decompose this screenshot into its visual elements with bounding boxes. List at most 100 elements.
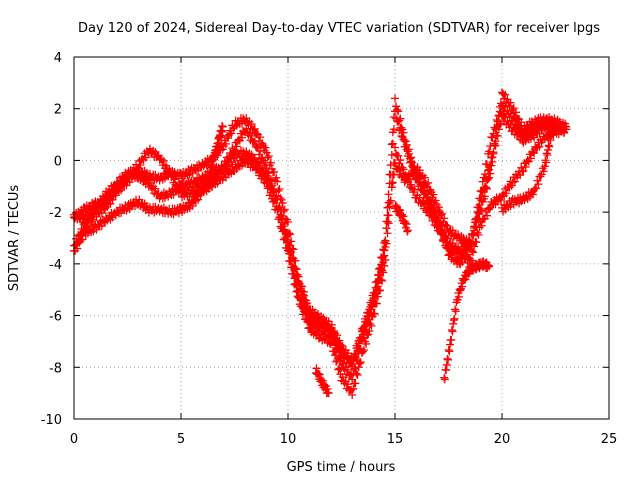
data-point-segment-b: [218, 122, 227, 131]
data-point-day-3: [535, 142, 544, 151]
data-point-day-3: [356, 358, 365, 367]
data-point-day-2: [232, 142, 241, 151]
data-point-day-3: [366, 320, 375, 329]
data-point-day-3: [334, 365, 343, 374]
data-point-day-4: [367, 305, 376, 314]
data-point-day-2: [242, 124, 251, 133]
data-point-day-3: [472, 238, 481, 247]
data-point-day-4: [424, 189, 433, 198]
data-point-day-3: [355, 359, 364, 368]
data-point-day-4: [415, 174, 424, 183]
data-point-day-4: [290, 264, 299, 273]
data-point-day-3: [332, 357, 341, 366]
data-point-day-2: [250, 137, 259, 146]
data-point-day-4: [384, 190, 393, 199]
data-point-day-2: [159, 156, 168, 165]
data-point-segment-b: [206, 169, 215, 178]
data-point-day-3: [468, 247, 477, 256]
data-point-day-3: [303, 317, 312, 326]
data-point-day-3: [353, 370, 362, 379]
data-point-segment-c: [451, 307, 460, 316]
data-point-day-4: [97, 199, 106, 208]
data-point-day-4: [370, 294, 379, 303]
data-point-day-4: [494, 125, 503, 134]
data-point-day-3: [372, 299, 381, 308]
data-point-day-3: [188, 201, 197, 210]
data-point-day-3: [398, 163, 407, 172]
data-point-day-4: [376, 270, 385, 279]
y-tick-label: -2: [49, 206, 62, 221]
data-point-day-4: [275, 202, 284, 211]
data-point-day-4: [287, 247, 296, 256]
data-point-day-4: [431, 206, 440, 215]
y-tick-label: 2: [54, 103, 62, 118]
data-point-segment-c: [454, 292, 463, 301]
data-point-day-4: [359, 325, 368, 334]
data-point-day-4: [400, 136, 409, 145]
data-point-day-4: [284, 230, 292, 239]
data-point-day-1: [499, 89, 508, 98]
data-point-day-1: [221, 139, 230, 148]
data-point-day-2: [388, 139, 397, 148]
series-segment-a: [311, 364, 333, 398]
data-point-day-1: [424, 178, 433, 187]
data-point-day-4: [270, 187, 279, 196]
data-point-day-2: [170, 175, 179, 184]
data-point-day-2: [383, 211, 392, 220]
y-tick-label: -6: [49, 310, 62, 325]
x-tick-label: 25: [601, 432, 618, 447]
data-point-day-4: [420, 183, 429, 192]
data-point-day-4: [372, 284, 381, 293]
data-point-day-1: [438, 209, 447, 218]
data-point-day-4: [389, 113, 398, 122]
data-point-day-4: [282, 229, 291, 238]
data-point-segment-c: [450, 314, 459, 323]
data-point-day-4: [300, 291, 309, 300]
data-point-day-3: [330, 347, 339, 356]
data-point-day-4: [294, 277, 303, 286]
data-point-day-4: [438, 221, 447, 230]
data-point-day-3: [415, 193, 424, 202]
data-point-day-1: [273, 177, 282, 186]
data-point-day-2: [387, 151, 396, 160]
data-point-day-4: [465, 239, 474, 248]
data-point-day-4: [327, 323, 336, 332]
data-point-day-4: [256, 159, 265, 168]
data-point-day-4: [377, 260, 386, 269]
data-point-day-4: [493, 132, 502, 141]
data-point-day-4: [491, 141, 500, 150]
data-point-day-4: [335, 343, 344, 352]
data-point-day-4: [353, 346, 362, 355]
series-segment-c: [440, 257, 494, 384]
data-point-segment-e: [403, 226, 412, 235]
data-point-day-4: [476, 194, 485, 203]
data-point-day-3: [469, 248, 478, 257]
data-point-day-4: [472, 218, 481, 227]
data-point-day-4: [481, 174, 490, 183]
data-point-day-1: [264, 152, 273, 161]
data-point-day-3: [399, 165, 408, 174]
data-point-day-4: [378, 261, 387, 270]
data-point-day-3: [349, 384, 358, 393]
data-point-day-4: [501, 113, 510, 122]
data-point-day-1: [261, 143, 270, 152]
data-point-day-4: [477, 196, 486, 205]
data-point-day-3: [502, 189, 511, 198]
data-point-day-4: [333, 336, 342, 345]
data-point-day-3: [386, 196, 395, 205]
data-point-day-3: [324, 333, 333, 342]
data-point-day-4: [469, 230, 478, 239]
series-day-4: [70, 94, 571, 371]
data-point-day-4: [395, 116, 404, 125]
data-point-day-1: [415, 166, 424, 175]
data-point-segment-b: [211, 150, 220, 159]
data-point-day-4: [365, 309, 374, 318]
data-point-day-4: [480, 183, 489, 192]
data-point-day-4: [392, 102, 401, 111]
data-point-day-2: [343, 365, 352, 374]
data-point-day-4: [292, 272, 301, 281]
series-segment-b: [206, 121, 227, 178]
data-point-day-3: [73, 244, 82, 253]
data-point-day-3: [294, 293, 303, 302]
y-tick-label: 0: [54, 154, 62, 169]
